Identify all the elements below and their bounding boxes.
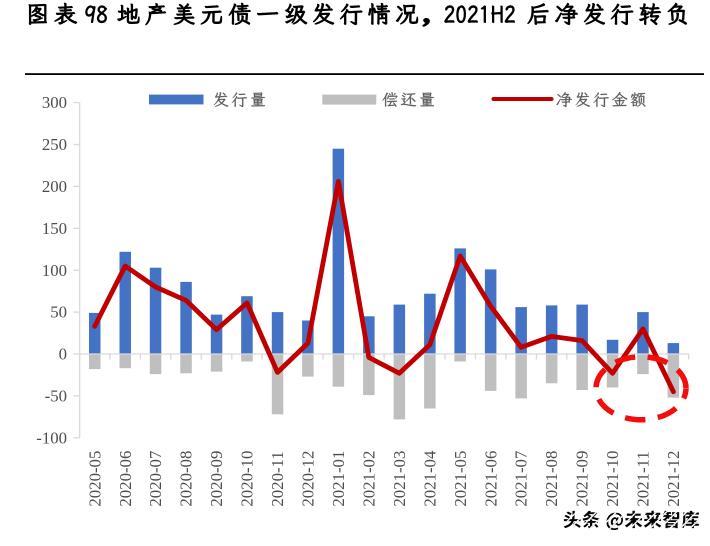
svg-text:2020-09: 2020-09 [207,451,226,507]
svg-text:300: 300 [42,93,67,112]
svg-text:50: 50 [50,303,67,322]
svg-text:2020-08: 2020-08 [177,451,196,507]
svg-text:2020-05: 2020-05 [85,451,104,507]
svg-text:2021-08: 2021-08 [542,451,561,507]
svg-text:2021-09: 2021-09 [573,451,592,507]
svg-text:2021-07: 2021-07 [512,451,531,507]
svg-text:250: 250 [42,135,67,154]
svg-text:2021-06: 2021-06 [481,451,500,507]
svg-text:2021-01: 2021-01 [329,451,348,507]
svg-text:2021-12: 2021-12 [664,451,683,507]
svg-text:2020-12: 2020-12 [299,451,318,507]
svg-text:150: 150 [42,219,67,238]
svg-text:2020-10: 2020-10 [238,451,257,507]
svg-text:200: 200 [42,177,67,196]
svg-text:100: 100 [42,261,67,280]
svg-text:2021-04: 2021-04 [420,450,439,507]
svg-text:-50: -50 [45,387,67,406]
svg-text:2020-07: 2020-07 [146,451,165,507]
svg-text:2021-10: 2021-10 [603,451,622,507]
svg-text:2020-06: 2020-06 [116,451,135,507]
svg-text:-100: -100 [36,428,67,447]
svg-text:2021-02: 2021-02 [359,451,378,507]
svg-text:0: 0 [59,345,67,364]
svg-text:2021-05: 2021-05 [451,451,470,507]
svg-text:2020-11: 2020-11 [268,451,287,506]
svg-text:2021-11: 2021-11 [634,451,653,506]
svg-text:2021-03: 2021-03 [390,451,409,507]
